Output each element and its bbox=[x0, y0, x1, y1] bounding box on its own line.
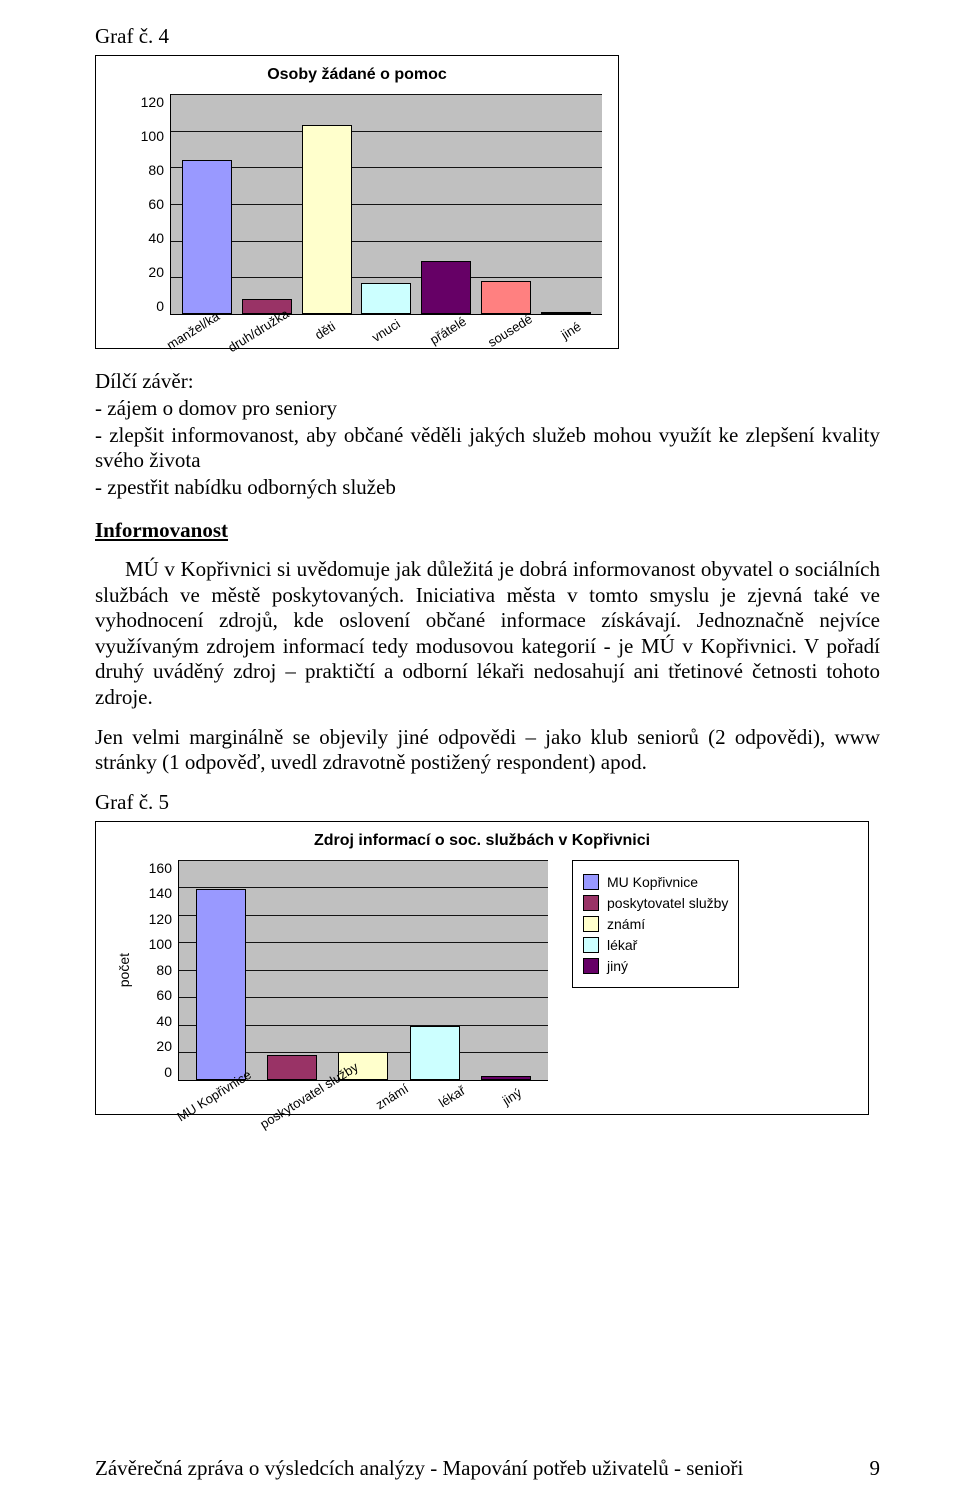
y-tick: 40 bbox=[156, 1013, 172, 1029]
legend-swatch bbox=[583, 895, 599, 911]
y-tick: 120 bbox=[141, 94, 164, 110]
chart5-plot-zone bbox=[178, 860, 548, 1081]
chart5-x-labels: MU Kopřivniceposkytovatel službyznámílék… bbox=[172, 1089, 542, 1104]
y-tick: 100 bbox=[149, 936, 172, 952]
legend-label: jiný bbox=[607, 958, 628, 974]
legend-swatch bbox=[583, 916, 599, 932]
legend-swatch bbox=[583, 958, 599, 974]
legend-item: poskytovatel služby bbox=[583, 895, 728, 911]
bar bbox=[302, 125, 352, 314]
legend-item: lékař bbox=[583, 937, 728, 953]
y-tick: 120 bbox=[149, 911, 172, 927]
legend-item: známí bbox=[583, 916, 728, 932]
chart4-plot-area bbox=[170, 94, 602, 315]
chart4-body: 120 100 80 60 40 20 0 bbox=[102, 94, 612, 315]
bar bbox=[267, 1055, 317, 1080]
gridline bbox=[179, 860, 548, 861]
y-tick: 80 bbox=[156, 962, 172, 978]
page-number: 9 bbox=[870, 1456, 881, 1481]
y-tick: 60 bbox=[148, 196, 164, 212]
chart5-legend: MU Kopřivnice poskytovatel služby známí lék… bbox=[572, 860, 739, 988]
chart5-y-axis: 160 140 120 100 80 60 40 20 0 bbox=[138, 860, 178, 1080]
legend-label: lékař bbox=[607, 937, 637, 953]
dilci-line-1: - zájem o domov pro seniory bbox=[95, 396, 880, 421]
y-tick: 0 bbox=[156, 298, 164, 314]
chart5-body: počet 160 140 120 100 80 60 40 20 0 MU Kopřivnic… bbox=[102, 860, 862, 1081]
chart5-heading: Graf č. 5 bbox=[95, 790, 880, 815]
gridline bbox=[171, 277, 602, 278]
dilci-line-2: - zlepšit informovanost, aby občané vědě… bbox=[95, 423, 880, 473]
legend-swatch bbox=[583, 937, 599, 953]
legend-swatch bbox=[583, 874, 599, 890]
y-tick: 0 bbox=[164, 1064, 172, 1080]
bar bbox=[481, 281, 531, 314]
gridline bbox=[171, 167, 602, 168]
informovanost-heading: Informovanost bbox=[95, 518, 880, 543]
gridline bbox=[171, 204, 602, 205]
chart5-y-axis-label: počet bbox=[116, 953, 132, 987]
footer-text: Závěrečná zpráva o výsledcích analýzy - … bbox=[95, 1456, 743, 1481]
dilci-line-3: - zpestřit nabídku odborných služeb bbox=[95, 475, 880, 500]
bar bbox=[410, 1026, 460, 1080]
paragraph-2: Jen velmi marginálně se objevily jiné od… bbox=[95, 725, 880, 776]
chart4-title: Osoby žádané o pomoc bbox=[102, 66, 612, 84]
page-footer: Závěrečná zpráva o výsledcích analýzy - … bbox=[95, 1456, 880, 1481]
y-tick: 160 bbox=[149, 860, 172, 876]
page: Graf č. 4 Osoby žádané o pomoc 120 100 80 6… bbox=[0, 0, 960, 1511]
chart4-plot-zone bbox=[170, 94, 602, 315]
chart5-container: Zdroj informací o soc. službách v Kopřiv… bbox=[95, 821, 869, 1115]
y-tick: 100 bbox=[141, 128, 164, 144]
y-tick: 20 bbox=[156, 1038, 172, 1054]
legend-label: známí bbox=[607, 916, 645, 932]
chart5-plot-area bbox=[178, 860, 548, 1081]
chart4-y-axis: 120 100 80 60 40 20 0 bbox=[130, 94, 170, 314]
bar bbox=[182, 160, 232, 314]
y-tick: 40 bbox=[148, 230, 164, 246]
y-tick: 60 bbox=[156, 987, 172, 1003]
y-tick: 80 bbox=[148, 162, 164, 178]
chart4-heading: Graf č. 4 bbox=[95, 24, 880, 49]
dilci-heading: Dílčí závěr: bbox=[95, 369, 880, 394]
legend-label: poskytovatel služby bbox=[607, 895, 728, 911]
bar bbox=[421, 261, 471, 314]
y-tick: 20 bbox=[148, 264, 164, 280]
paragraph-1: MÚ v Kopřivnici si uvědomuje jak důležit… bbox=[95, 557, 880, 711]
gridline bbox=[171, 131, 602, 132]
legend-item: jiný bbox=[583, 958, 728, 974]
gridline bbox=[171, 241, 602, 242]
chart4-x-labels: manžel/kadruh/družkadětivnucipřátelésous… bbox=[162, 323, 612, 338]
y-tick: 140 bbox=[149, 885, 172, 901]
gridline bbox=[171, 94, 602, 95]
bar bbox=[196, 889, 246, 1080]
legend-item: MU Kopřivnice bbox=[583, 874, 728, 890]
chart5-title: Zdroj informací o soc. službách v Kopřiv… bbox=[102, 832, 862, 850]
chart4-container: Osoby žádané o pomoc 120 100 80 60 40 20 0 man… bbox=[95, 55, 619, 349]
legend-label: MU Kopřivnice bbox=[607, 874, 698, 890]
